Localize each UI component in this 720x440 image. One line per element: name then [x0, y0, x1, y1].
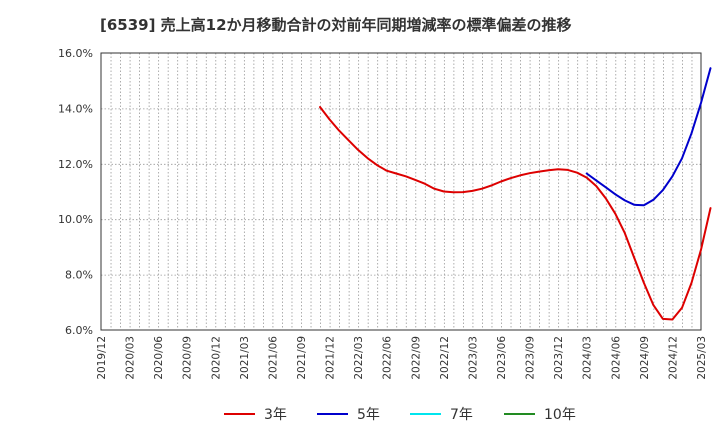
- x-tick-label: 2021/12: [325, 336, 337, 380]
- legend-label-10年: 10年: [544, 407, 576, 423]
- x-tick-label: 2024/03: [582, 336, 594, 380]
- x-tick-label: 2023/09: [525, 336, 537, 380]
- x-tick-label: 2024/12: [667, 336, 679, 380]
- x-tick-label: 2023/06: [496, 336, 508, 380]
- x-tick-label: 2020/09: [182, 336, 194, 380]
- legend-label-7年: 7年: [450, 407, 473, 423]
- y-tick-label: 14.0%: [58, 102, 93, 115]
- x-tick-label: 2023/03: [467, 336, 479, 380]
- x-tick-label: 2022/09: [410, 336, 422, 380]
- x-tick-label: 2022/06: [382, 336, 394, 380]
- plot-frame: [100, 52, 702, 331]
- x-tick-label: 2019/12: [96, 336, 108, 380]
- x-tick-label: 2020/06: [153, 336, 165, 380]
- legend-label-5年: 5年: [357, 407, 380, 423]
- y-tick-label: 8.0%: [65, 269, 93, 282]
- x-tick-label: 2021/03: [239, 336, 251, 380]
- series-line-5年: [585, 67, 712, 207]
- x-tick-label: 2020/03: [125, 336, 137, 380]
- x-tick-label: 2021/09: [296, 336, 308, 380]
- y-axis-ticks: 6.0% 8.0% 10.0% 12.0% 14.0% 16.0%: [58, 47, 93, 337]
- series-line-3年: [319, 106, 712, 321]
- x-tick-label: 2021/06: [267, 336, 279, 380]
- y-tick-label: 12.0%: [58, 158, 93, 171]
- x-axis-ticks: 2019/12 2020/03 2020/06 2020/09 2020/12 2021/…: [96, 336, 708, 380]
- series-lines: [319, 67, 712, 321]
- grid-lines: [101, 53, 701, 330]
- y-tick-label: 10.0%: [58, 213, 93, 226]
- x-tick-label: 2022/03: [353, 336, 365, 380]
- x-tick-label: 2024/06: [610, 336, 622, 380]
- y-tick-label: 16.0%: [58, 47, 93, 60]
- chart-title: [6539] 売上高12か月移動合計の対前年同期増減率の標準偏差の推移: [100, 16, 572, 34]
- x-tick-label: 2020/12: [210, 336, 222, 380]
- x-tick-label: 2024/09: [639, 336, 651, 380]
- legend-label-3年: 3年: [264, 407, 287, 423]
- x-tick-label: 2022/12: [439, 336, 451, 380]
- legend: 3年 5年 7年 10年: [224, 407, 576, 423]
- x-tick-label: 2025/03: [696, 336, 708, 380]
- x-tick-label: 2023/12: [553, 336, 565, 380]
- y-tick-label: 6.0%: [65, 324, 93, 337]
